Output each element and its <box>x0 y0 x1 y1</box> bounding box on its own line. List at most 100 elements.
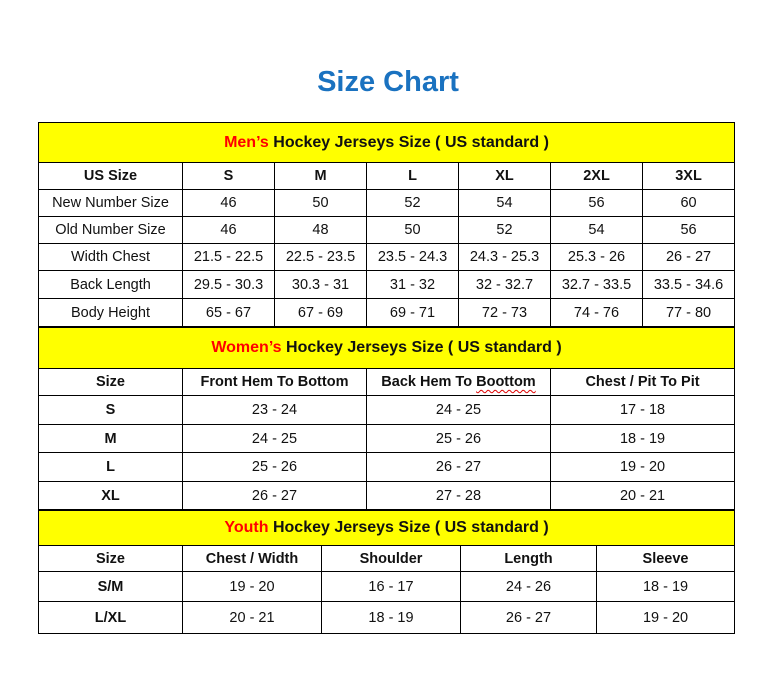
table-cell: 24.3 - 25.3 <box>458 243 551 271</box>
header-cell: S <box>182 162 275 190</box>
table-cell: 26 - 27 <box>366 452 551 482</box>
table-cell: 23 - 24 <box>182 395 367 425</box>
table-cell: 50 <box>274 189 367 217</box>
header-text: Back Hem To <box>381 374 477 390</box>
table-cell: 54 <box>458 189 551 217</box>
table-cell: 19 - 20 <box>595 601 736 634</box>
table-row: New Number Size 46 50 52 54 56 60 <box>38 189 736 217</box>
table-row: L/XL 20 - 21 18 - 19 26 - 27 19 - 20 <box>38 601 736 634</box>
table-row: Width Chest 21.5 - 22.5 22.5 - 23.5 23.5 - … <box>38 243 736 271</box>
table-cell: 48 <box>274 216 367 244</box>
row-label: M <box>38 424 183 453</box>
table-cell: 25 - 26 <box>182 452 367 482</box>
women-heading-accent: Women’s <box>211 339 282 356</box>
header-cell: Size <box>38 368 183 396</box>
misspelled-word: Boottom <box>476 374 536 390</box>
table-cell: 21.5 - 22.5 <box>182 243 275 271</box>
table-row: Body Height 65 - 67 67 - 69 69 - 71 72 - 73 7… <box>38 298 736 327</box>
table-cell: 56 <box>550 189 643 217</box>
row-label: XL <box>38 481 183 510</box>
table-cell: 24 - 26 <box>460 571 597 602</box>
table-cell: 31 - 32 <box>366 270 459 299</box>
table-cell: 72 - 73 <box>458 298 551 327</box>
table-row: S/M 19 - 20 16 - 17 24 - 26 18 - 19 <box>38 571 736 602</box>
table-cell: 30.3 - 31 <box>274 270 367 299</box>
header-cell: Chest / Pit To Pit <box>549 368 736 396</box>
table-cell: 46 <box>182 216 275 244</box>
header-cell: 3XL <box>641 162 736 190</box>
youth-heading-text: Hockey Jerseys Size ( US standard ) <box>268 519 549 536</box>
table-row: L 25 - 26 26 - 27 19 - 20 <box>38 452 736 482</box>
table-header-row: Size Front Hem To Bottom Back Hem To Boo… <box>38 368 736 396</box>
header-cell: Chest / Width <box>182 545 322 572</box>
table-cell: 77 - 80 <box>641 298 736 327</box>
row-label: Width Chest <box>38 243 183 271</box>
table-cell: 25 - 26 <box>366 424 551 453</box>
table-cell: 65 - 67 <box>182 298 275 327</box>
table-cell: 18 - 19 <box>321 601 461 634</box>
table-cell: 60 <box>641 189 736 217</box>
header-cell: M <box>274 162 367 190</box>
table-cell: 26 - 27 <box>182 481 367 510</box>
table-cell: 20 - 21 <box>549 481 736 510</box>
table-cell: 46 <box>182 189 275 217</box>
header-cell: Front Hem To Bottom <box>182 368 367 396</box>
youth-size-table: Youth Hockey Jerseys Size ( US standard … <box>37 510 736 634</box>
header-cell: Length <box>460 545 597 572</box>
table-header-row: Size Chest / Width Shoulder Length Sleeve <box>38 545 736 572</box>
women-heading-text: Hockey Jerseys Size ( US standard ) <box>281 339 562 356</box>
table-cell: 54 <box>550 216 643 244</box>
table-cell: 26 - 27 <box>641 243 736 271</box>
row-label: Back Length <box>38 270 183 299</box>
men-section-heading: Men’s Hockey Jerseys Size ( US standard … <box>37 122 736 163</box>
row-label: New Number Size <box>38 189 183 217</box>
women-size-table: Women’s Hockey Jerseys Size ( US standar… <box>37 327 736 510</box>
row-label: L/XL <box>38 601 183 634</box>
table-cell: 23.5 - 24.3 <box>366 243 459 271</box>
table-cell: 52 <box>366 189 459 217</box>
table-cell: 17 - 18 <box>549 395 736 425</box>
table-cell: 67 - 69 <box>274 298 367 327</box>
header-cell: US Size <box>38 162 183 190</box>
table-cell: 19 - 20 <box>182 571 322 602</box>
youth-section-heading: Youth Hockey Jerseys Size ( US standard … <box>37 510 736 546</box>
header-cell: Shoulder <box>321 545 461 572</box>
table-cell: 24 - 25 <box>182 424 367 453</box>
row-label: L <box>38 452 183 482</box>
table-row: Old Number Size 46 48 50 52 54 56 <box>38 216 736 244</box>
table-row: S 23 - 24 24 - 25 17 - 18 <box>38 395 736 425</box>
table-cell: 32 - 32.7 <box>458 270 551 299</box>
table-cell: 22.5 - 23.5 <box>274 243 367 271</box>
table-cell: 16 - 17 <box>321 571 461 602</box>
table-cell: 69 - 71 <box>366 298 459 327</box>
header-cell: L <box>366 162 459 190</box>
table-cell: 18 - 19 <box>595 571 736 602</box>
row-label: Body Height <box>38 298 183 327</box>
table-cell: 19 - 20 <box>549 452 736 482</box>
table-row: XL 26 - 27 27 - 28 20 - 21 <box>38 481 736 510</box>
header-cell: Size <box>38 545 183 572</box>
page-title: Size Chart <box>317 66 459 98</box>
row-label: S/M <box>38 571 183 602</box>
header-cell: XL <box>458 162 551 190</box>
size-chart: Men’s Hockey Jerseys Size ( US standard … <box>37 122 736 634</box>
table-cell: 52 <box>458 216 551 244</box>
table-cell: 26 - 27 <box>460 601 597 634</box>
table-cell: 29.5 - 30.3 <box>182 270 275 299</box>
header-cell: Back Hem To Boottom <box>366 368 551 396</box>
table-cell: 32.7 - 33.5 <box>550 270 643 299</box>
table-cell: 27 - 28 <box>366 481 551 510</box>
table-cell: 25.3 - 26 <box>550 243 643 271</box>
table-cell: 20 - 21 <box>182 601 322 634</box>
men-heading-accent: Men’s <box>224 133 269 151</box>
row-label: Old Number Size <box>38 216 183 244</box>
row-label: S <box>38 395 183 425</box>
youth-heading-accent: Youth <box>224 519 269 536</box>
table-cell: 74 - 76 <box>550 298 643 327</box>
header-cell: 2XL <box>550 162 643 190</box>
table-cell: 24 - 25 <box>366 395 551 425</box>
table-cell: 56 <box>641 216 736 244</box>
table-header-row: US Size S M L XL 2XL 3XL <box>38 162 736 190</box>
table-row: M 24 - 25 25 - 26 18 - 19 <box>38 424 736 453</box>
header-cell: Sleeve <box>595 545 736 572</box>
